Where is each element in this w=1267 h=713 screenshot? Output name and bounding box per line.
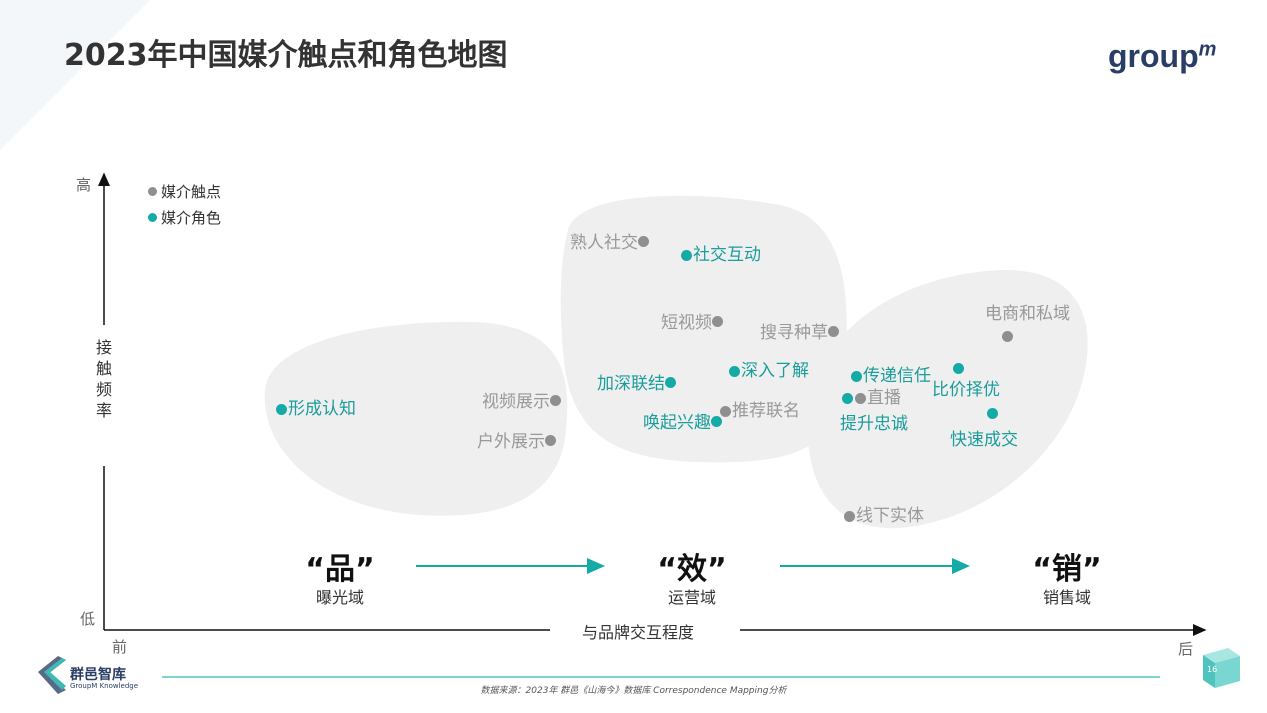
domain-exposure-label: 曝光域 xyxy=(315,588,364,607)
touchpoint-dot xyxy=(719,405,731,417)
touchpoint-label: 户外展示 xyxy=(477,432,545,452)
touchpoint-dot xyxy=(1001,330,1013,342)
groupm-knowledge-logo-icon xyxy=(38,656,66,694)
role-label: 深入了解 xyxy=(741,361,809,381)
role-label: 社交互动 xyxy=(693,245,761,265)
role-label: 提升忠诚 xyxy=(840,414,908,434)
role-dot xyxy=(841,392,853,404)
domain-exposure-title: “品” xyxy=(305,552,375,587)
domain-operation-title: “效” xyxy=(657,552,727,587)
role-dot xyxy=(275,403,287,415)
role-dot xyxy=(680,249,692,261)
touchpoint-label: 搜寻种草 xyxy=(760,323,828,343)
legend-dot-gray xyxy=(148,187,157,196)
y-axis-label: 接触频率 xyxy=(96,338,113,420)
data-source: 数据来源：2023年 群邑《山海今》数据库 Correspondence Map… xyxy=(480,686,787,696)
footer-logo-cn: 群邑智库 xyxy=(70,667,126,683)
legend-touchpoint: 媒介触点 xyxy=(148,181,221,202)
touchpoint-dot xyxy=(711,315,723,327)
legend-dot-teal xyxy=(148,213,157,222)
x-axis-label: 与品牌交互程度 xyxy=(582,623,695,642)
role-label: 比价择优 xyxy=(932,380,1000,400)
touchpoint-label: 视频展示 xyxy=(482,392,550,412)
domain-operation-label: 运营域 xyxy=(667,588,716,607)
blob-exposure xyxy=(264,321,568,516)
touchpoint-label: 熟人社交 xyxy=(570,233,638,253)
touchpoint-label: 电商和私域 xyxy=(985,304,1070,324)
domain-sales-title: “销” xyxy=(1032,552,1102,587)
role-label: 加深联结 xyxy=(597,374,665,394)
role-dot xyxy=(710,415,722,427)
x-axis-start: 前 xyxy=(112,638,128,656)
touchpoint-label: 短视频 xyxy=(661,313,712,333)
touchpoint-label: 直播 xyxy=(867,388,901,408)
blob-sales xyxy=(807,269,1088,529)
touchpoint-dot xyxy=(827,325,839,337)
touchpoint-dot xyxy=(544,434,556,446)
role-dot xyxy=(728,365,740,377)
touchpoint-dot xyxy=(854,392,866,404)
role-label: 形成认知 xyxy=(288,399,356,419)
touchpoint-dot xyxy=(549,394,561,406)
role-dot xyxy=(986,407,998,419)
role-dot xyxy=(850,370,862,382)
legend-label: 媒介触点 xyxy=(161,183,222,201)
role-label: 唤起兴趣 xyxy=(643,413,711,433)
blob-operation xyxy=(560,195,847,463)
role-label: 快速成交 xyxy=(950,430,1018,450)
x-axis-end: 后 xyxy=(1178,640,1194,658)
legend-role: 媒介角色 xyxy=(148,207,221,228)
touchpoint-label: 线下实体 xyxy=(856,506,924,526)
role-dot xyxy=(952,362,964,374)
role-dot xyxy=(664,376,676,388)
touchpoint-label: 推荐联名 xyxy=(732,401,800,421)
footer-logo-en: GroupM Knowledge xyxy=(70,682,139,690)
page-cube-icon xyxy=(1203,648,1240,688)
y-axis-low: 低 xyxy=(80,610,96,628)
touchpoint-dot xyxy=(637,235,649,247)
groupm-logo: groupm xyxy=(1108,38,1217,74)
page-title: 2023年中国媒介触点和角色地图 xyxy=(64,38,508,73)
role-label: 传递信任 xyxy=(863,366,931,386)
legend-label: 媒介角色 xyxy=(161,209,222,227)
domain-sales-label: 销售域 xyxy=(1042,588,1091,607)
y-axis-high: 高 xyxy=(76,176,92,194)
corner-decoration xyxy=(0,0,150,150)
touchpoint-dot xyxy=(843,510,855,522)
page-number: 16 xyxy=(1207,665,1218,674)
